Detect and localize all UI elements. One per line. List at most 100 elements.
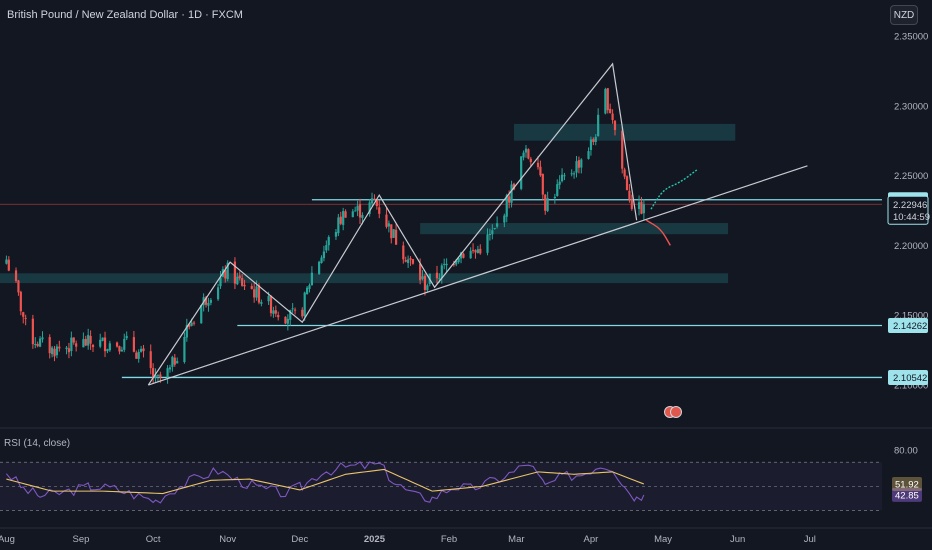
candle-body: [486, 234, 489, 253]
candle-body: [301, 309, 304, 317]
candle-body: [200, 305, 203, 324]
candle-body: [510, 184, 513, 203]
candle-body: [53, 348, 56, 357]
candle-body: [322, 251, 326, 259]
time-tick-label: Jul: [804, 534, 816, 545]
candle-body: [337, 217, 340, 234]
candle-body: [277, 314, 280, 318]
candle-body: [426, 285, 429, 291]
candle-body: [19, 291, 22, 312]
candle-body: [457, 257, 460, 262]
candle-body: [541, 174, 544, 195]
candle-body: [604, 89, 607, 114]
price-tick-label: 2.20000: [894, 241, 928, 252]
candle-body: [462, 253, 465, 258]
candle-body: [606, 88, 609, 111]
candle-body: [118, 346, 121, 352]
candle-body: [308, 285, 311, 289]
candle-body: [630, 199, 633, 209]
candle-body: [423, 275, 427, 290]
candle-body: [558, 181, 561, 185]
candle-body: [286, 318, 289, 324]
candle-body: [512, 183, 516, 190]
time-tick-label: Feb: [441, 534, 457, 545]
candle-body: [14, 270, 18, 281]
candle-body: [361, 215, 364, 219]
level-price-text: 2.14262: [893, 321, 927, 332]
candle-body: [536, 162, 540, 168]
price-tick-label: 2.15000: [894, 311, 928, 322]
candle-body: [325, 245, 328, 251]
candle-body: [289, 309, 292, 320]
candle-body: [385, 214, 388, 227]
candle-body: [108, 343, 111, 351]
candle-body: [123, 338, 126, 350]
price-tick-label: 2.30000: [894, 101, 928, 112]
candle-body: [455, 260, 458, 265]
candle-body: [310, 272, 314, 286]
candle-body: [589, 139, 593, 150]
candle-body: [344, 211, 347, 218]
event-marker-icon[interactable]: [670, 406, 682, 418]
candle-body: [173, 357, 176, 365]
candle-body: [238, 275, 241, 279]
candle-body: [243, 284, 246, 287]
candle-body: [611, 113, 614, 120]
candle-body: [419, 263, 422, 281]
candle-body: [471, 249, 475, 251]
candle-body: [411, 259, 415, 264]
candle-body: [31, 318, 34, 345]
candle-body: [575, 161, 578, 173]
time-tick-label: Nov: [219, 534, 236, 545]
candle-body: [120, 349, 123, 352]
candle-body: [36, 343, 39, 347]
candle-body: [553, 196, 556, 199]
time-tick-label: Mar: [508, 534, 524, 545]
candle-body: [560, 174, 564, 182]
currency-button[interactable]: NZD: [890, 5, 918, 25]
candle-body: [22, 312, 25, 317]
candle-body: [219, 277, 222, 287]
candle-body: [176, 361, 179, 364]
projection-down-path: [645, 219, 671, 246]
candle-body: [556, 184, 559, 196]
time-tick-label: Oct: [146, 534, 161, 545]
candle-body: [233, 261, 237, 284]
events-icon[interactable]: [664, 406, 684, 420]
rsi-ma-value-text: 51.92: [895, 480, 919, 491]
candle-body: [236, 276, 239, 285]
candle-body: [58, 346, 61, 349]
time-tick-label: Aug: [0, 534, 15, 545]
candle-body: [440, 265, 443, 279]
candle-body: [339, 216, 342, 224]
rsi-line: [5, 461, 645, 504]
candle-body: [260, 302, 263, 304]
candle-body: [91, 344, 95, 348]
candle-body: [159, 374, 162, 378]
candle-body: [443, 263, 446, 265]
candle-body: [87, 334, 90, 346]
candle-body: [522, 152, 525, 158]
candle-body: [520, 156, 523, 189]
candle-body: [592, 139, 595, 142]
candle-body: [192, 322, 196, 324]
chart-title: British Pound / New Zealand Dollar · 1D …: [7, 9, 243, 21]
last-price-text: 2.22946: [893, 200, 927, 211]
candle-body: [135, 352, 138, 359]
candle-body: [407, 259, 410, 264]
rsi-title: RSI (14, close): [4, 438, 71, 449]
candle-body: [577, 160, 581, 168]
candle-body: [387, 223, 390, 227]
candle-body: [640, 201, 643, 214]
candle-body: [334, 232, 338, 237]
candle-body: [318, 261, 321, 274]
candle-body: [327, 237, 330, 246]
candle-body: [7, 259, 10, 271]
candle-body: [291, 308, 294, 310]
candle-body: [563, 175, 566, 177]
candle-body: [171, 356, 174, 367]
candle-body: [75, 343, 78, 347]
candle-body: [438, 278, 441, 280]
candle-body: [152, 368, 155, 379]
